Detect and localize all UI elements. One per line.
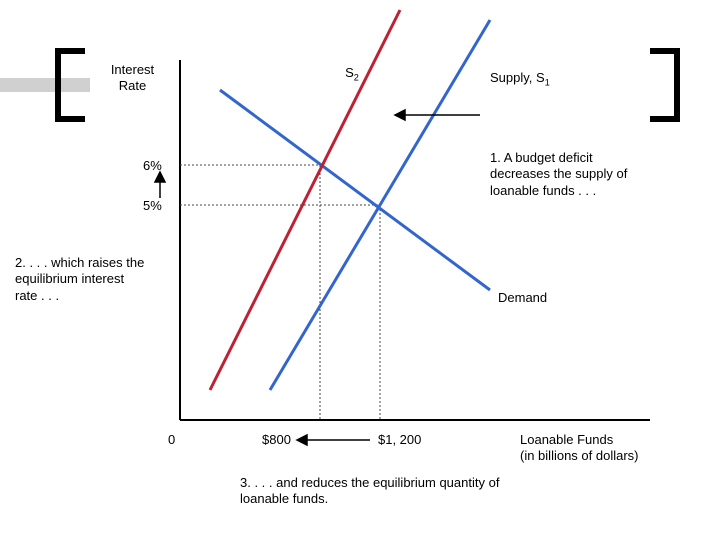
annotation-3-text: 3. . . . and reduces the equilibrium qua… bbox=[240, 475, 499, 506]
origin-label: 0 bbox=[168, 432, 175, 448]
arrow-rate-up bbox=[155, 172, 165, 198]
s1-label-text: Supply, S1 bbox=[490, 70, 550, 85]
x-tick-800: $800 bbox=[262, 432, 291, 448]
annotation-2: 2. . . . which raises the equilibrium in… bbox=[15, 255, 145, 304]
demand-line bbox=[220, 90, 490, 290]
s2-label: S2 bbox=[332, 65, 372, 84]
arrow-supply-shift bbox=[395, 110, 480, 120]
annotation-1-text: 1. A budget deficit decreases the supply… bbox=[490, 150, 627, 198]
origin-label-text: 0 bbox=[168, 432, 175, 447]
y-axis-title-text: Interest Rate bbox=[111, 62, 154, 93]
x-tick-1200-text: $1, 200 bbox=[378, 432, 421, 447]
y-axis-title: Interest Rate bbox=[95, 62, 170, 95]
x-tick-800-text: $800 bbox=[262, 432, 291, 447]
arrow-qty-left bbox=[297, 435, 370, 445]
s1-label: Supply, S1 bbox=[490, 70, 550, 89]
annotation-1: 1. A budget deficit decreases the supply… bbox=[490, 150, 650, 199]
y-tick-5-text: 5% bbox=[143, 198, 162, 213]
demand-label: Demand bbox=[498, 290, 547, 306]
annotation-2-text: 2. . . . which raises the equilibrium in… bbox=[15, 255, 144, 303]
y-tick-6-text: 6% bbox=[143, 158, 162, 173]
y-tick-5: 5% bbox=[143, 198, 162, 214]
x-axis-title-text: Loanable Funds (in billions of dollars) bbox=[520, 432, 639, 463]
s2-label-text: S2 bbox=[345, 65, 359, 80]
x-axis-title: Loanable Funds (in billions of dollars) bbox=[520, 432, 720, 465]
x-tick-1200: $1, 200 bbox=[378, 432, 421, 448]
slide-container: Interest Rate 6% 5% 0 $800 $1, 200 Loana… bbox=[0, 0, 720, 540]
y-tick-6: 6% bbox=[143, 158, 162, 174]
demand-label-text: Demand bbox=[498, 290, 547, 305]
annotation-3: 3. . . . and reduces the equilibrium qua… bbox=[240, 475, 500, 508]
